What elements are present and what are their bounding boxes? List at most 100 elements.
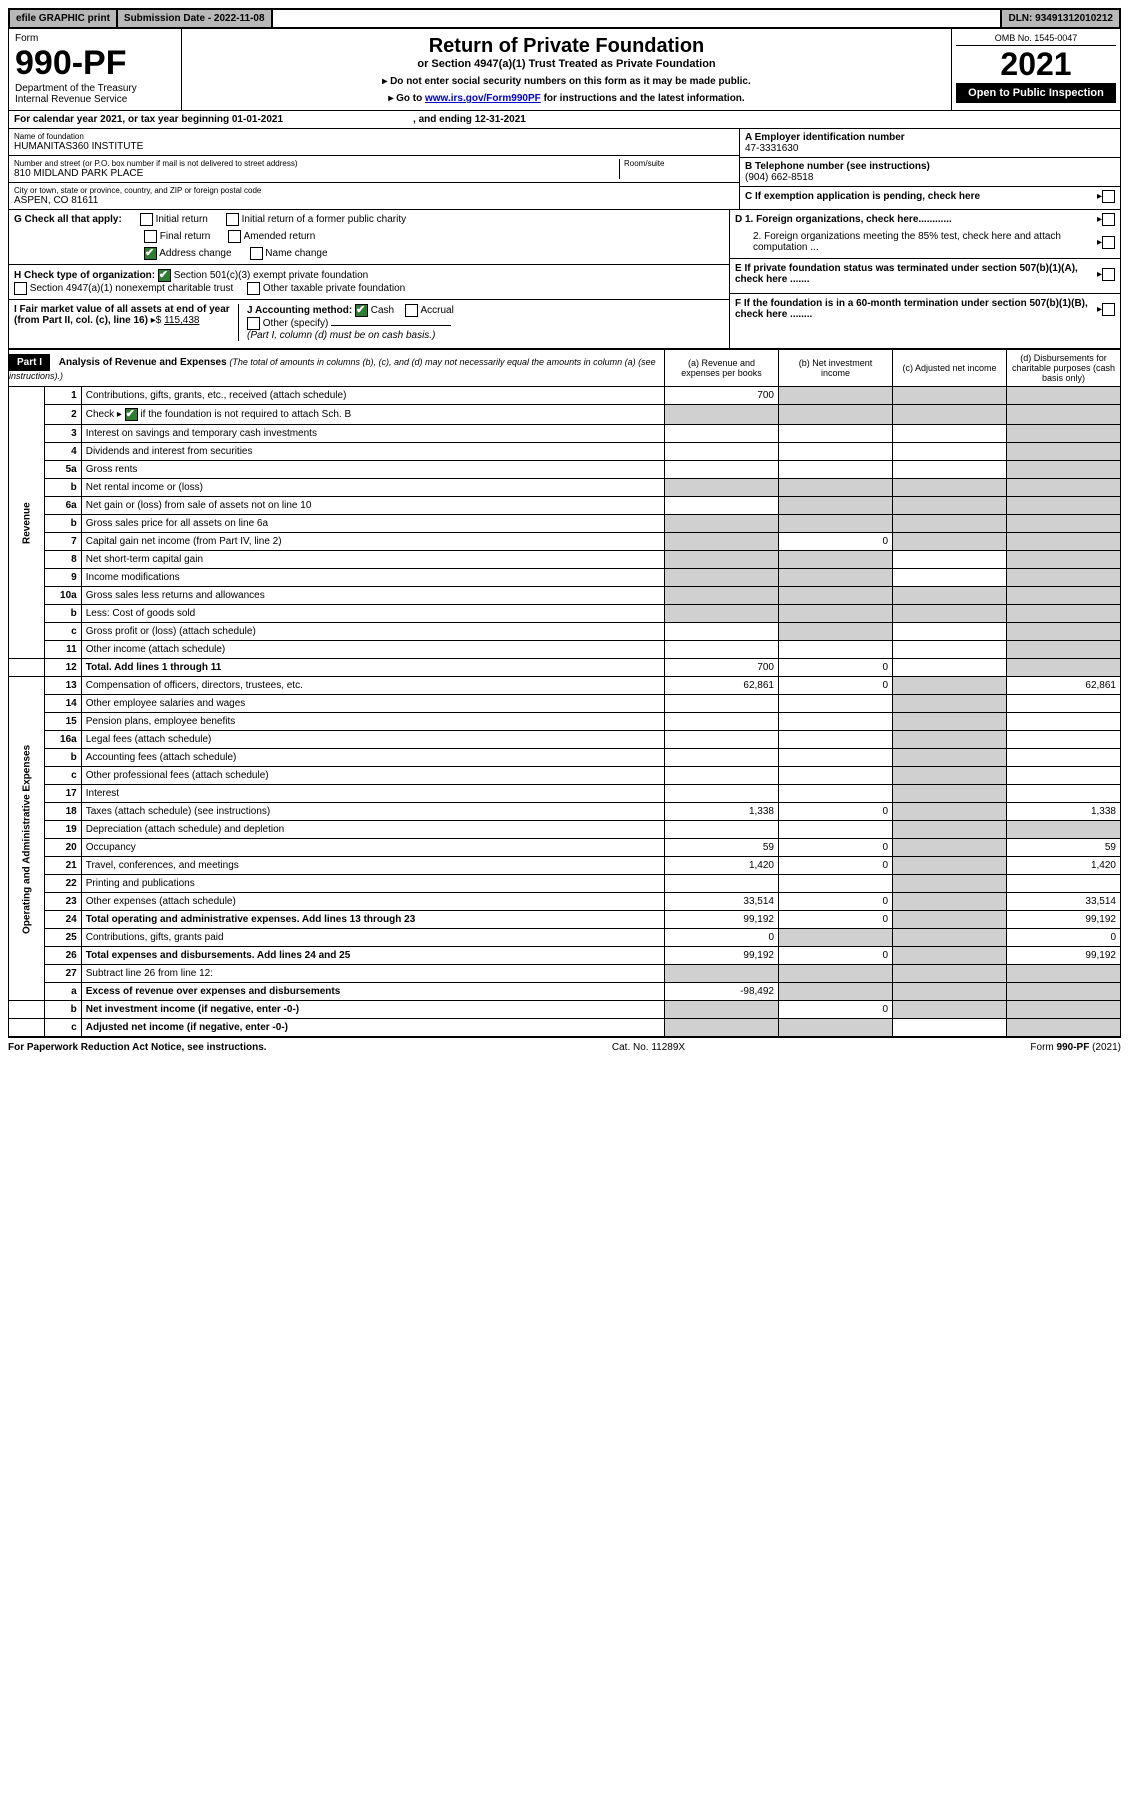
- r21-desc: Travel, conferences, and meetings: [81, 857, 664, 875]
- r8-desc: Net short-term capital gain: [81, 551, 664, 569]
- r27c-num: c: [44, 1019, 81, 1037]
- instr2-pre: ▸ Go to: [388, 93, 425, 104]
- cal-begin: For calendar year 2021, or tax year begi…: [9, 111, 288, 128]
- r6a-a: [665, 497, 779, 515]
- r26-desc: Total expenses and disbursements. Add li…: [81, 947, 664, 965]
- former-charity-label: Initial return of a former public charit…: [242, 214, 407, 225]
- r2-desc: Check ▸ if the foundation is not require…: [81, 405, 664, 425]
- r24-a: 99,192: [665, 911, 779, 929]
- initial-return-checkbox[interactable]: [140, 213, 153, 226]
- r2-checkbox[interactable]: [125, 408, 138, 421]
- r12-b: 0: [779, 659, 893, 677]
- r2-c: [893, 405, 1007, 425]
- ein-label: A Employer identification number: [745, 132, 1115, 143]
- instructions-link[interactable]: www.irs.gov/Form990PF: [425, 93, 541, 104]
- r1-c: [893, 387, 1007, 405]
- d2-checkbox[interactable]: [1102, 236, 1115, 249]
- r16a-desc: Legal fees (attach schedule): [81, 731, 664, 749]
- expenses-sidebar: Operating and Administrative Expenses: [9, 677, 45, 1001]
- j-other-label: Other (specify): [263, 318, 329, 329]
- r10c-b: [779, 623, 893, 641]
- r10b-desc: Less: Cost of goods sold: [81, 605, 664, 623]
- row-16a: 16aLegal fees (attach schedule): [9, 731, 1121, 749]
- r27a-num: a: [44, 983, 81, 1001]
- dln: DLN: 93491312010212: [1000, 10, 1119, 27]
- r22-b: [779, 875, 893, 893]
- j-cash-checkbox[interactable]: [355, 304, 368, 317]
- h-other-label: Other taxable private foundation: [263, 283, 405, 294]
- r26-c: [893, 947, 1007, 965]
- j-accrual-checkbox[interactable]: [405, 304, 418, 317]
- r22-c: [893, 875, 1007, 893]
- row-11: 11Other income (attach schedule): [9, 641, 1121, 659]
- city-label: City or town, state or province, country…: [14, 186, 734, 195]
- r19-a: [665, 821, 779, 839]
- r13-b: 0: [779, 677, 893, 695]
- r8-b: [779, 551, 893, 569]
- r4-num: 4: [44, 443, 81, 461]
- h-4947-checkbox[interactable]: [14, 282, 27, 295]
- instr2-post: for instructions and the latest informat…: [544, 93, 745, 104]
- r21-num: 21: [44, 857, 81, 875]
- row-9: 9Income modifications: [9, 569, 1121, 587]
- d1-checkbox[interactable]: [1102, 213, 1115, 226]
- r23-desc: Other expenses (attach schedule): [81, 893, 664, 911]
- name-change-checkbox[interactable]: [250, 247, 263, 260]
- row-6b: bGross sales price for all assets on lin…: [9, 515, 1121, 533]
- row-4: 4Dividends and interest from securities: [9, 443, 1121, 461]
- h-other-checkbox[interactable]: [247, 282, 260, 295]
- r5a-a: [665, 461, 779, 479]
- initial-return-label: Initial return: [156, 214, 208, 225]
- r27a-c: [893, 983, 1007, 1001]
- exemption-checkbox[interactable]: [1102, 190, 1115, 203]
- j-note: (Part I, column (d) must be on cash basi…: [247, 330, 435, 341]
- r15-d: [1007, 713, 1121, 731]
- r5a-c: [893, 461, 1007, 479]
- r5b-num: b: [44, 479, 81, 497]
- r27-a: [665, 965, 779, 983]
- r10b-c: [893, 605, 1007, 623]
- r24-c: [893, 911, 1007, 929]
- part1-table: Part I Analysis of Revenue and Expenses …: [8, 349, 1121, 1037]
- col-d-header: (d) Disbursements for charitable purpose…: [1007, 350, 1121, 387]
- r24-b: 0: [779, 911, 893, 929]
- address-change-checkbox[interactable]: [144, 247, 157, 260]
- r7-desc: Capital gain net income (from Part IV, l…: [81, 533, 664, 551]
- e-checkbox[interactable]: [1102, 268, 1115, 281]
- former-charity-checkbox[interactable]: [226, 213, 239, 226]
- r6a-d: [1007, 497, 1121, 515]
- r23-a: 33,514: [665, 893, 779, 911]
- f-checkbox[interactable]: [1102, 303, 1115, 316]
- row-21: 21Travel, conferences, and meetings1,420…: [9, 857, 1121, 875]
- j-cash-label: Cash: [371, 305, 394, 316]
- d1-label: D 1. Foreign organizations, check here..…: [735, 214, 1097, 225]
- r9-b: [779, 569, 893, 587]
- r15-b: [779, 713, 893, 731]
- r9-num: 9: [44, 569, 81, 587]
- r12-d: [1007, 659, 1121, 677]
- r10a-c: [893, 587, 1007, 605]
- r8-c: [893, 551, 1007, 569]
- j-other-checkbox[interactable]: [247, 317, 260, 330]
- r10c-desc: Gross profit or (loss) (attach schedule): [81, 623, 664, 641]
- r6b-num: b: [44, 515, 81, 533]
- r9-desc: Income modifications: [81, 569, 664, 587]
- row-13: Operating and Administrative Expenses 13…: [9, 677, 1121, 695]
- final-return-checkbox[interactable]: [144, 230, 157, 243]
- r27-num: 27: [44, 965, 81, 983]
- r16a-d: [1007, 731, 1121, 749]
- r6b-d: [1007, 515, 1121, 533]
- r1-desc: Contributions, gifts, grants, etc., rece…: [81, 387, 664, 405]
- h-501c3-checkbox[interactable]: [158, 269, 171, 282]
- irs: Internal Revenue Service: [15, 94, 175, 105]
- r21-b: 0: [779, 857, 893, 875]
- r10a-desc: Gross sales less returns and allowances: [81, 587, 664, 605]
- r5b-c: [893, 479, 1007, 497]
- amended-return-checkbox[interactable]: [228, 230, 241, 243]
- r27b-desc: Net investment income (if negative, ente…: [81, 1001, 664, 1019]
- r16b-num: b: [44, 749, 81, 767]
- r3-d: [1007, 425, 1121, 443]
- page-footer: For Paperwork Reduction Act Notice, see …: [8, 1037, 1121, 1057]
- r27c-b: [779, 1019, 893, 1037]
- r27-b: [779, 965, 893, 983]
